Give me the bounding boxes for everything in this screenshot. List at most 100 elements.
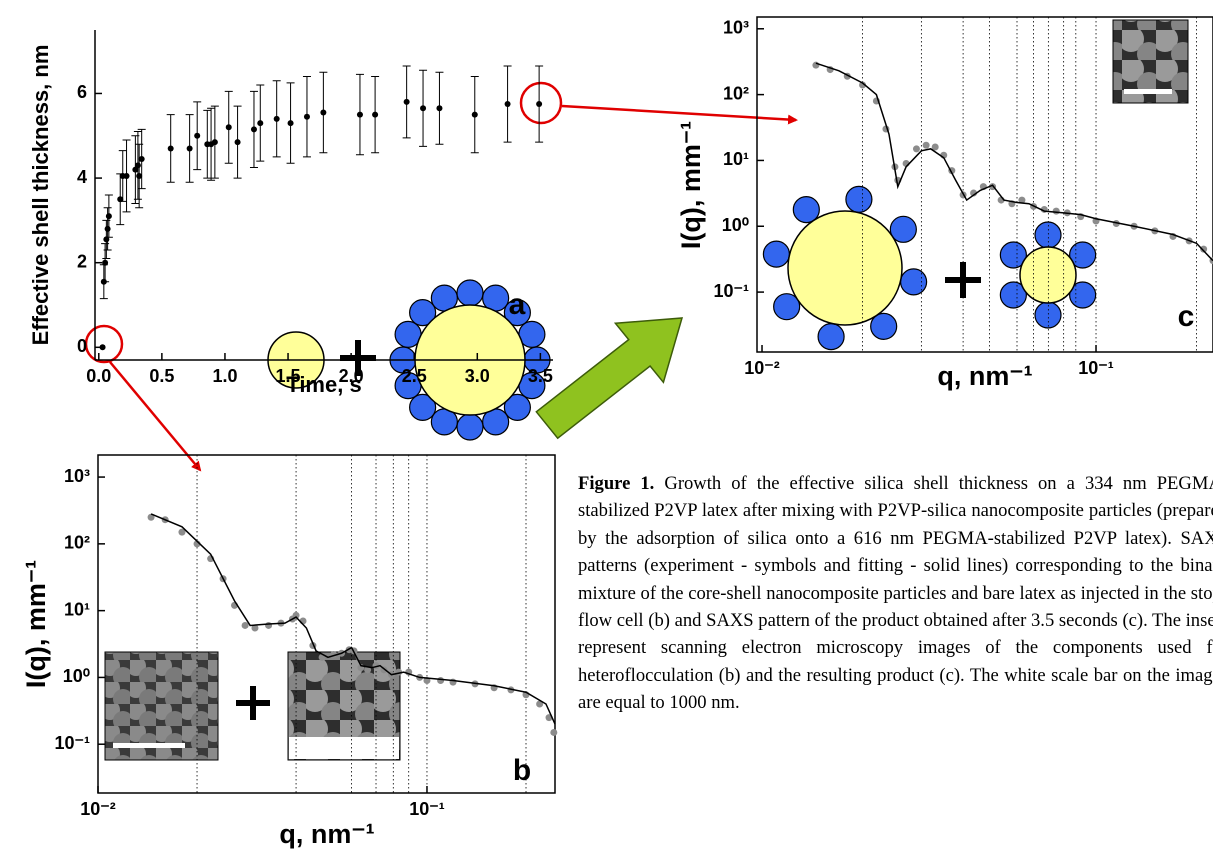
y-tick-label: 10⁻¹ bbox=[713, 281, 749, 301]
figure-caption: Figure 1. Growth of the effective silica… bbox=[578, 470, 1213, 717]
data-point bbox=[287, 120, 294, 127]
scale-bar bbox=[1124, 89, 1172, 94]
shell-particle bbox=[817, 323, 845, 351]
data-point bbox=[211, 139, 218, 146]
caption-label: Figure 1. bbox=[578, 473, 655, 494]
x-axis-title: q, nm⁻¹ bbox=[937, 361, 1032, 391]
plot-frame bbox=[97, 454, 556, 794]
data-point bbox=[167, 145, 174, 152]
data-point bbox=[265, 621, 273, 629]
data-point bbox=[123, 172, 130, 179]
x-tick-label: 10⁻² bbox=[744, 358, 780, 378]
data-point bbox=[102, 259, 109, 266]
y-tick-label: 10¹ bbox=[64, 599, 90, 619]
x-axis-title: Time, s bbox=[286, 372, 361, 397]
red-arrow bbox=[109, 361, 202, 472]
x-tick-label: 2.5 bbox=[402, 366, 427, 386]
x-tick-label: 10⁻¹ bbox=[1078, 358, 1114, 378]
shell-particle bbox=[870, 312, 898, 340]
y-tick-label: 10⁰ bbox=[722, 215, 749, 235]
fit-line bbox=[150, 513, 556, 725]
data-point bbox=[536, 101, 543, 108]
data-point bbox=[364, 666, 372, 674]
data-point bbox=[471, 111, 478, 118]
x-tick-label: 0.5 bbox=[149, 366, 174, 386]
y-tick-label: 10³ bbox=[64, 466, 90, 486]
shell-particle bbox=[409, 393, 437, 421]
data-point bbox=[136, 172, 143, 179]
data-point bbox=[257, 120, 264, 127]
x-tick-label: 3.0 bbox=[465, 366, 490, 386]
sem-inset bbox=[104, 651, 219, 761]
data-point bbox=[356, 111, 363, 118]
shell-particle bbox=[845, 185, 873, 213]
x-tick-label: 10⁻² bbox=[80, 799, 116, 819]
data-point bbox=[194, 132, 201, 139]
data-point bbox=[550, 728, 558, 736]
y-tick-label: 4 bbox=[77, 167, 87, 187]
data-point bbox=[234, 139, 241, 146]
data-point bbox=[251, 624, 259, 632]
x-tick-label: 3.5 bbox=[528, 366, 553, 386]
y-tick-label: 6 bbox=[77, 82, 87, 102]
shell-particle bbox=[456, 279, 484, 307]
shell-particle bbox=[999, 281, 1027, 309]
data-point bbox=[225, 124, 232, 131]
shell-particle bbox=[889, 215, 917, 243]
data-point bbox=[250, 126, 257, 133]
y-axis-title: Effective shell thickness, nm bbox=[28, 45, 53, 346]
y-tick-label: 2 bbox=[77, 251, 87, 271]
fit-line bbox=[815, 62, 1213, 262]
data-point bbox=[1018, 196, 1026, 204]
data-point bbox=[105, 213, 112, 220]
data-point bbox=[504, 101, 511, 108]
data-point bbox=[303, 113, 310, 120]
shell-particle bbox=[456, 413, 484, 441]
data-point bbox=[1200, 245, 1208, 253]
data-point bbox=[292, 611, 300, 619]
data-point bbox=[437, 676, 445, 684]
plot-frame bbox=[756, 16, 1213, 353]
data-point bbox=[186, 145, 193, 152]
shell-particle bbox=[773, 293, 801, 321]
data-point bbox=[436, 105, 443, 112]
data-point bbox=[931, 143, 939, 151]
plus-sign bbox=[236, 686, 270, 720]
y-axis-title: I(q), mm⁻¹ bbox=[676, 121, 706, 249]
shell-particle bbox=[762, 240, 790, 268]
shell-particle bbox=[503, 393, 531, 421]
shell-particle bbox=[503, 299, 531, 327]
data-point bbox=[99, 344, 106, 351]
y-tick-label: 0 bbox=[77, 336, 87, 356]
x-axis-title: q, nm⁻¹ bbox=[279, 819, 374, 849]
shell-particle bbox=[409, 299, 437, 327]
panel-label: c bbox=[1178, 300, 1195, 333]
y-tick-label: 10² bbox=[64, 533, 90, 553]
highlight-circle bbox=[84, 324, 124, 364]
data-point bbox=[134, 162, 141, 169]
particle-cartoons bbox=[267, 185, 1097, 441]
x-tick-label: 1.0 bbox=[212, 366, 237, 386]
red-arrow bbox=[561, 104, 798, 125]
caption-text: Growth of the effective silica shell thi… bbox=[578, 473, 1213, 714]
y-axis-title: I(q), mm⁻¹ bbox=[21, 560, 51, 688]
shell-particle bbox=[900, 268, 928, 296]
data-point bbox=[320, 109, 327, 116]
plus-sign bbox=[945, 262, 981, 298]
inset-label-band bbox=[289, 737, 399, 759]
y-tick-label: 10¹ bbox=[723, 149, 749, 169]
y-tick-label: 10⁰ bbox=[63, 666, 90, 686]
data-point bbox=[1052, 207, 1060, 215]
data-point bbox=[104, 225, 111, 232]
data-point bbox=[178, 528, 186, 536]
data-point bbox=[273, 115, 280, 122]
data-point bbox=[372, 111, 379, 118]
data-point bbox=[403, 98, 410, 105]
shell-particle bbox=[999, 241, 1027, 269]
data-point bbox=[241, 621, 249, 629]
data-point bbox=[420, 105, 427, 112]
shell-particle bbox=[792, 196, 820, 224]
core-particle bbox=[1019, 246, 1077, 304]
